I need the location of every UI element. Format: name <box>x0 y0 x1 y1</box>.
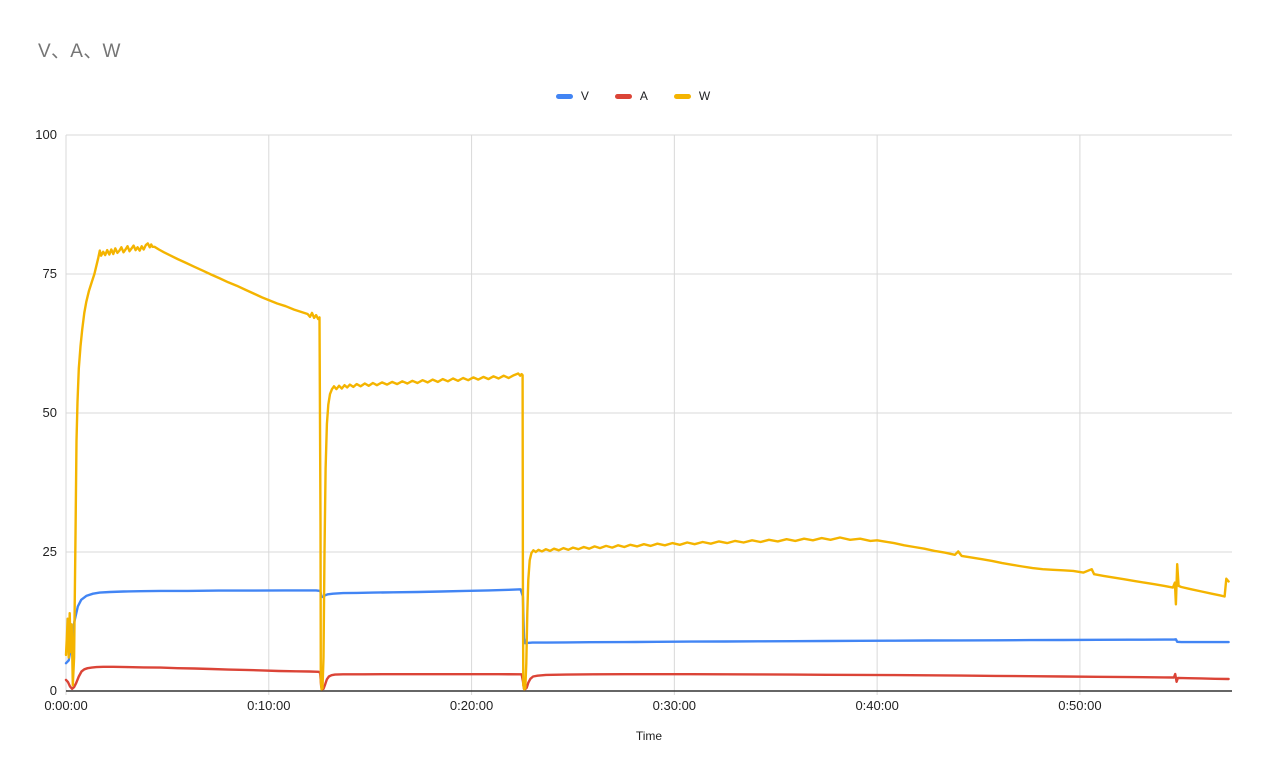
series-line-V <box>64 588 1230 665</box>
chart-title: V、A、W <box>38 41 121 62</box>
y-tick-label-0: 0 <box>50 683 57 698</box>
y-tick-label-75: 75 <box>43 266 57 281</box>
x-tick-label-0: 0:00:00 <box>44 698 87 713</box>
x-axis-title: Time <box>635 729 663 743</box>
y-tick-label-100: 100 <box>35 127 57 142</box>
legend-item-w[interactable]: W <box>673 89 711 103</box>
x-tick-label-3: 0:30:00 <box>653 698 696 713</box>
legend: V A W <box>0 89 1266 103</box>
legend-label-a: A <box>639 89 648 103</box>
x-tick-label-5: 0:50:00 <box>1058 698 1101 713</box>
series-line-A <box>64 665 1230 691</box>
legend-swatch-v-icon <box>555 93 573 99</box>
legend-item-a[interactable]: A <box>614 89 648 103</box>
x-tick-label-4: 0:40:00 <box>855 698 898 713</box>
y-tick-label-25: 25 <box>43 544 57 559</box>
x-tick-label-1: 0:10:00 <box>247 698 290 713</box>
legend-label-w: W <box>698 89 711 103</box>
x-tick-label-2: 0:20:00 <box>450 698 493 713</box>
series-line-W <box>64 242 1230 691</box>
legend-label-v: V <box>580 89 589 103</box>
legend-item-v[interactable]: V <box>555 89 589 103</box>
legend-swatch-a-icon <box>614 93 632 99</box>
y-tick-label-50: 50 <box>43 405 57 420</box>
legend-swatch-w-icon <box>673 93 691 99</box>
